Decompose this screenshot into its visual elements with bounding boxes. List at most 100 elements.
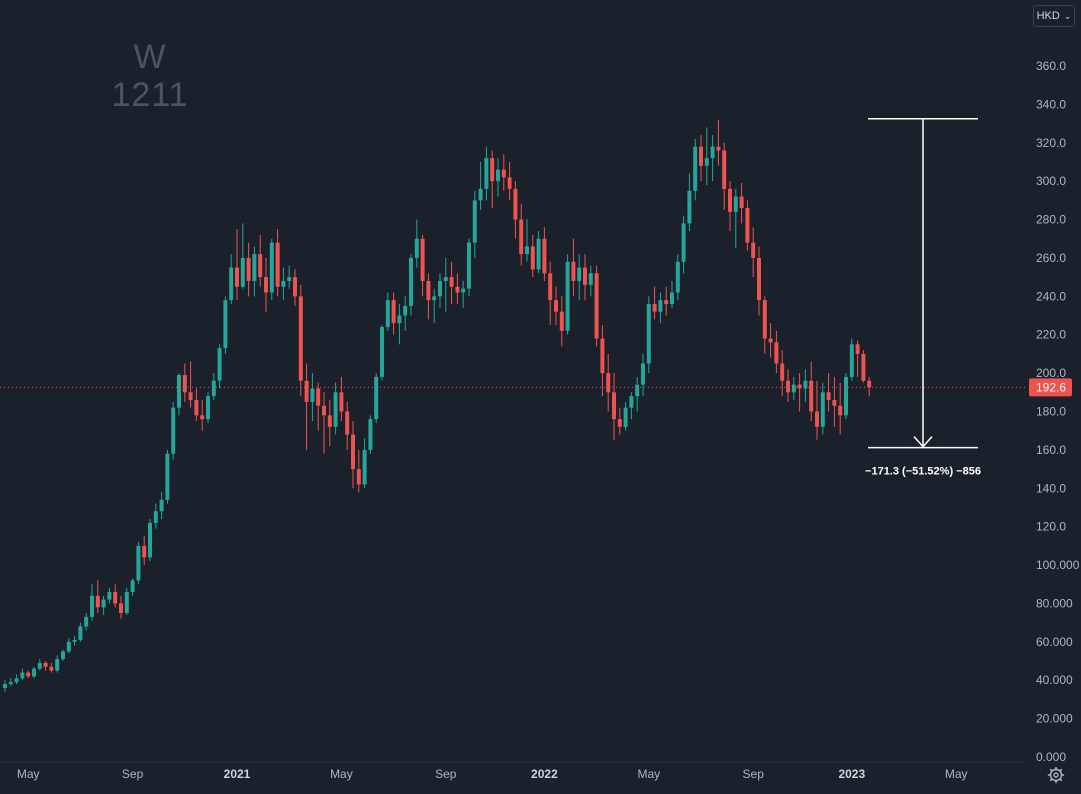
candle-body: [298, 296, 303, 381]
candle-body: [588, 273, 593, 285]
candle-body: [345, 411, 350, 435]
candle-body: [380, 327, 384, 377]
candle-body: [716, 146, 721, 151]
candle: [815, 380, 819, 441]
candle: [542, 227, 547, 281]
candle-body: [704, 158, 709, 166]
candle: [826, 373, 831, 412]
candle: [171, 401, 176, 460]
candle-body: [153, 511, 158, 523]
candle: [124, 588, 129, 615]
candle-body: [513, 188, 518, 220]
candle: [223, 296, 228, 354]
candle-body: [791, 384, 796, 393]
candle: [264, 257, 268, 312]
candle: [467, 238, 471, 297]
candle-body: [211, 380, 216, 397]
candle: [66, 637, 71, 654]
candle: [757, 246, 761, 316]
gear-icon[interactable]: [1046, 765, 1066, 785]
candle: [414, 219, 419, 268]
y-tick-label: 20.000: [1036, 712, 1073, 726]
candle: [32, 666, 36, 679]
candle-body: [832, 399, 837, 406]
candle: [113, 584, 118, 608]
candle-body: [496, 169, 500, 182]
candle: [867, 376, 872, 397]
price-range-measure[interactable]: −171.3 (−51.52%) −856: [865, 118, 981, 478]
candle-body: [171, 407, 176, 454]
candle-body: [165, 453, 170, 500]
candle-body: [20, 672, 25, 679]
candle-body: [420, 238, 425, 281]
candle-body: [664, 300, 669, 305]
candle-body: [797, 384, 802, 389]
candle-body: [600, 338, 605, 374]
candle-body: [565, 261, 570, 331]
candle-body: [414, 238, 419, 258]
candle: [130, 578, 135, 596]
last-price-badge-bg: [1029, 378, 1072, 397]
candle: [861, 350, 866, 383]
candle: [455, 273, 460, 305]
candle: [235, 229, 239, 301]
candle: [768, 323, 773, 358]
candle: [258, 234, 263, 287]
candle: [536, 231, 541, 274]
candle: [699, 135, 703, 182]
candle-body: [264, 277, 268, 293]
x-tick-label: 2022: [531, 767, 558, 781]
candle-body: [478, 188, 483, 201]
candle-body: [362, 449, 367, 485]
candle: [635, 376, 640, 412]
candle-body: [177, 375, 181, 408]
candle: [275, 229, 280, 297]
candle-body: [519, 219, 524, 255]
candle-body: [235, 267, 239, 287]
candle-body: [258, 254, 263, 278]
candle-body: [687, 190, 692, 224]
y-tick-label: 300.0: [1036, 174, 1066, 188]
candle-body: [780, 363, 785, 381]
candle: [246, 242, 251, 297]
candle: [403, 296, 408, 331]
candle: [37, 659, 42, 671]
candle-body: [269, 242, 274, 293]
candle: [345, 401, 350, 450]
x-tick-label: Sep: [435, 767, 457, 781]
candle: [820, 382, 825, 435]
currency-button[interactable]: HKD ⌄: [1033, 5, 1075, 27]
candle: [490, 150, 495, 209]
candle-body: [385, 300, 390, 328]
candle: [432, 288, 437, 324]
candle: [687, 173, 692, 232]
candle: [55, 655, 60, 673]
candle: [426, 273, 431, 320]
candle-body: [119, 603, 123, 614]
candle: [142, 536, 147, 566]
candle-body: [490, 158, 495, 182]
candle: [461, 280, 466, 308]
candle-body: [594, 273, 599, 339]
candle: [119, 595, 123, 619]
candle-body: [136, 545, 141, 581]
candle-body: [159, 499, 164, 512]
candle-body: [206, 396, 210, 420]
candle-body: [32, 668, 36, 677]
y-tick-label: 120.0: [1036, 520, 1066, 534]
y-tick-label: 160.0: [1036, 443, 1066, 457]
candle: [165, 449, 170, 504]
candle-body: [333, 392, 338, 427]
candle-body: [8, 682, 13, 685]
candle-body: [867, 380, 872, 388]
candle: [571, 238, 576, 297]
candle-body: [838, 405, 843, 416]
candle-body: [293, 277, 297, 297]
candle-body: [14, 678, 19, 683]
candle: [786, 369, 790, 402]
candle-body: [304, 380, 309, 402]
candle-body: [571, 261, 576, 281]
candle: [733, 188, 738, 249]
